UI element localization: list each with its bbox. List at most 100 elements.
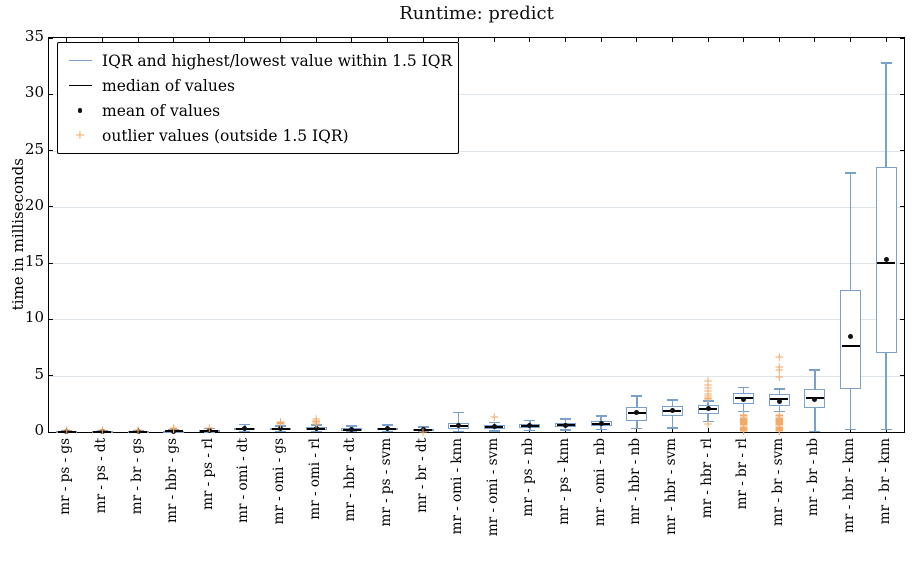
y-tick — [900, 375, 904, 377]
whisker-line — [636, 395, 638, 408]
x-tick-label: mr - ps - nb — [520, 438, 537, 517]
y-tick-label: 30 — [24, 83, 44, 102]
mean-dot — [527, 423, 533, 429]
x-tick-label: mr - ps - rl — [199, 438, 216, 510]
legend-label: mean of values — [102, 101, 221, 120]
x-tick — [386, 38, 388, 42]
whisker-line — [742, 403, 745, 412]
x-tick-label: mr - hbr - gs — [164, 438, 181, 523]
outlier-marker: + — [738, 415, 749, 430]
outlier-marker: + — [703, 386, 714, 401]
line-black-icon — [58, 85, 102, 86]
outlier-marker: + — [738, 424, 749, 439]
whisker-line — [778, 406, 781, 412]
outlier-marker: + — [311, 412, 322, 427]
x-tick — [315, 38, 317, 42]
x-tick — [850, 38, 852, 42]
y-tick-label: 10 — [24, 308, 44, 327]
outlier-marker: + — [418, 424, 429, 439]
whisker-cap — [845, 172, 857, 174]
x-tick-label: mr - br - knn — [876, 438, 893, 525]
gridline — [49, 263, 904, 265]
whisker-cap — [702, 420, 714, 423]
x-tick — [173, 38, 175, 42]
whisker-cap — [524, 429, 536, 432]
outlier-marker: + — [738, 421, 749, 436]
whisker-cap — [275, 425, 287, 427]
whisker-cap — [488, 430, 500, 432]
outlier-marker: + — [774, 409, 785, 424]
y-tick — [49, 318, 53, 320]
x-tick-label: mr - br - rl — [734, 438, 751, 510]
mean-dot — [776, 398, 782, 404]
x-tick — [66, 38, 68, 42]
legend-label: median of values — [102, 76, 235, 95]
outlier-marker: + — [774, 410, 785, 425]
x-tick — [707, 38, 709, 42]
outlier-marker: + — [774, 362, 785, 377]
x-tick — [422, 38, 424, 42]
whisker-cap — [702, 400, 714, 402]
whisker-cap — [595, 415, 607, 417]
whisker-cap — [773, 388, 785, 390]
chart-title: Runtime: predict — [399, 3, 554, 24]
x-tick — [778, 428, 780, 432]
outlier-marker: + — [774, 359, 785, 374]
whisker-cap — [488, 421, 500, 424]
y-tick — [900, 431, 904, 433]
x-tick-label: mr - br - gs — [128, 438, 145, 515]
plus-orange-icon: + — [74, 128, 86, 143]
outlier-marker: + — [774, 419, 785, 434]
whisker-line — [814, 370, 816, 390]
y-tick — [49, 431, 53, 433]
legend: IQR and highest/lowest value within 1.5 … — [57, 42, 459, 154]
whisker-line — [493, 422, 496, 425]
x-tick-label: mr - omi - nb — [591, 438, 608, 527]
whisker-cap — [346, 425, 358, 427]
outlier-marker: + — [132, 424, 144, 436]
whisker-line — [742, 387, 745, 393]
y-tick-label: 20 — [24, 195, 44, 214]
mean-dot — [64, 429, 70, 435]
whisker-line — [529, 427, 531, 431]
whisker-line — [707, 401, 709, 405]
whisker-cap — [845, 428, 857, 431]
whisker-cap — [381, 430, 393, 433]
line-blue-icon — [58, 60, 102, 61]
outlier-marker: + — [774, 416, 785, 431]
y-tick — [900, 262, 904, 264]
mean-dot — [384, 426, 390, 432]
outlier-marker: + — [275, 414, 286, 429]
mean-dot — [741, 397, 747, 403]
mean-dot — [313, 425, 319, 431]
mean-dot — [563, 422, 569, 428]
x-tick-label: mr - omi - gs — [271, 438, 288, 525]
y-tick — [49, 93, 53, 95]
x-tick — [743, 38, 745, 42]
outlier-marker: + — [738, 412, 749, 427]
x-tick — [137, 38, 139, 42]
y-tick-label: 25 — [24, 139, 44, 158]
x-tick — [600, 38, 602, 42]
mean-dot — [634, 410, 640, 416]
whisker-line — [707, 413, 709, 422]
y-tick — [900, 37, 904, 39]
mean-dot — [669, 408, 675, 414]
whisker-cap — [310, 424, 322, 426]
outlier-marker: + — [774, 349, 785, 364]
mean-dot — [598, 421, 604, 427]
whisker-line — [814, 408, 816, 432]
whisker-cap — [880, 428, 892, 431]
median-line — [841, 345, 860, 348]
x-tick-label: mr - omi - knn — [449, 438, 466, 535]
whisker-line — [564, 427, 567, 430]
x-tick — [458, 38, 460, 42]
whisker-cap — [738, 410, 750, 413]
outlier-marker: + — [703, 390, 714, 405]
x-tick — [814, 38, 816, 42]
x-tick-label: mr - br - svm — [769, 438, 786, 526]
legend-label: IQR and highest/lowest value within 1.5 … — [102, 51, 453, 70]
y-tick — [900, 150, 904, 152]
whisker-line — [493, 428, 496, 431]
